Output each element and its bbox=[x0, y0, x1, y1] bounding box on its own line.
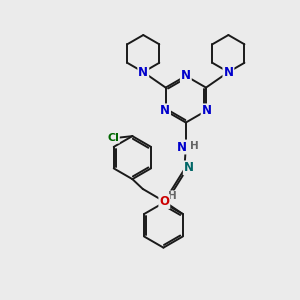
Text: O: O bbox=[159, 195, 169, 208]
Text: N: N bbox=[181, 69, 191, 82]
Text: N: N bbox=[224, 66, 233, 79]
Text: N: N bbox=[202, 104, 212, 117]
Text: N: N bbox=[177, 140, 187, 154]
Text: Cl: Cl bbox=[107, 133, 119, 142]
Text: H: H bbox=[190, 140, 199, 151]
Text: N: N bbox=[184, 161, 194, 174]
Text: N: N bbox=[160, 104, 170, 117]
Text: N: N bbox=[138, 66, 148, 79]
Text: H: H bbox=[168, 191, 177, 201]
